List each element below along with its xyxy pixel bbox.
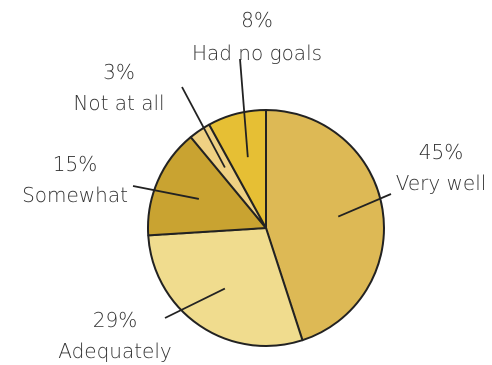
leader-line-had-no-goals [239, 58, 249, 158]
slice-category-label-had-no-goals: Had no goals [192, 41, 322, 65]
slice-category-label-adequately: Adequately [58, 339, 172, 363]
leader-line-not-at-all [181, 86, 226, 168]
pie-slice-adequately [147, 227, 304, 347]
slice-value-label-had-no-goals: 8% [241, 8, 273, 32]
leader-line-adequately [164, 287, 226, 319]
leader-line-somewhat [132, 185, 200, 200]
pie-slice-very-well [265, 109, 385, 342]
pie-slice-somewhat [147, 136, 267, 237]
slice-category-label-not-at-all: Not at all [73, 91, 164, 115]
slice-value-label-somewhat: 15% [53, 152, 97, 176]
slice-value-label-not-at-all: 3% [103, 60, 135, 84]
pie-slice-had-no-goals [208, 109, 267, 229]
leader-lines [132, 58, 392, 319]
pie-slices [147, 109, 385, 347]
slice-value-label-adequately: 29% [93, 308, 137, 332]
leader-line-very-well [337, 193, 392, 218]
slice-category-label-somewhat: Somewhat [22, 183, 128, 207]
slice-category-label-very-well: Very well [396, 171, 487, 195]
slice-value-label-very-well: 45% [419, 140, 463, 164]
